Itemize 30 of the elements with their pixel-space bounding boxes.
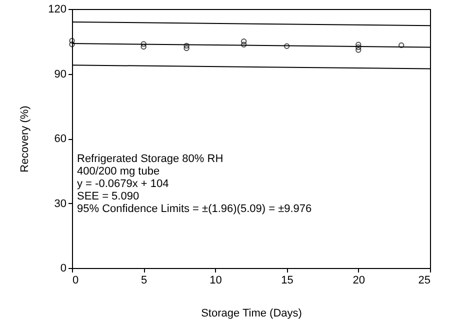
y-tick-label: 120 [48, 4, 66, 16]
point [69, 38, 75, 44]
y-tick-label: 60 [54, 133, 66, 145]
point [356, 47, 362, 53]
point [184, 42, 190, 49]
x-axis-title: Storage Time (Days) [201, 308, 302, 320]
x-tick-label: 0 [72, 274, 79, 286]
annotation: SEE = 5.090 [77, 190, 140, 202]
x-tick-label: 20 [352, 274, 366, 286]
point [240, 42, 247, 48]
y-axis-title: Recovery (%) [19, 106, 32, 172]
x-tick-label: 15 [281, 274, 294, 286]
point [284, 43, 290, 49]
point [140, 44, 146, 50]
point [184, 45, 190, 52]
y-tick-label: 30 [54, 198, 66, 210]
x-tick-label: 10 [210, 274, 222, 286]
annotation: Refrigerated Storage 80% RH [77, 153, 224, 165]
x-tick-label: 5 [141, 274, 148, 286]
point [140, 41, 146, 47]
annotation: 95% Confidence Limits = ±(1.96)(5.09) = ±9.976 [77, 203, 312, 215]
annotation: y = -0.0679x + 104 [77, 178, 169, 190]
point [398, 42, 404, 48]
point [240, 38, 247, 44]
point [356, 44, 362, 50]
annotation: 400/200 mg tube [77, 166, 160, 178]
point [356, 42, 362, 48]
x-tick-label: 25 [418, 274, 430, 286]
y-tick-label: 0 [60, 262, 66, 274]
y-tick-label: 90 [54, 68, 66, 80]
